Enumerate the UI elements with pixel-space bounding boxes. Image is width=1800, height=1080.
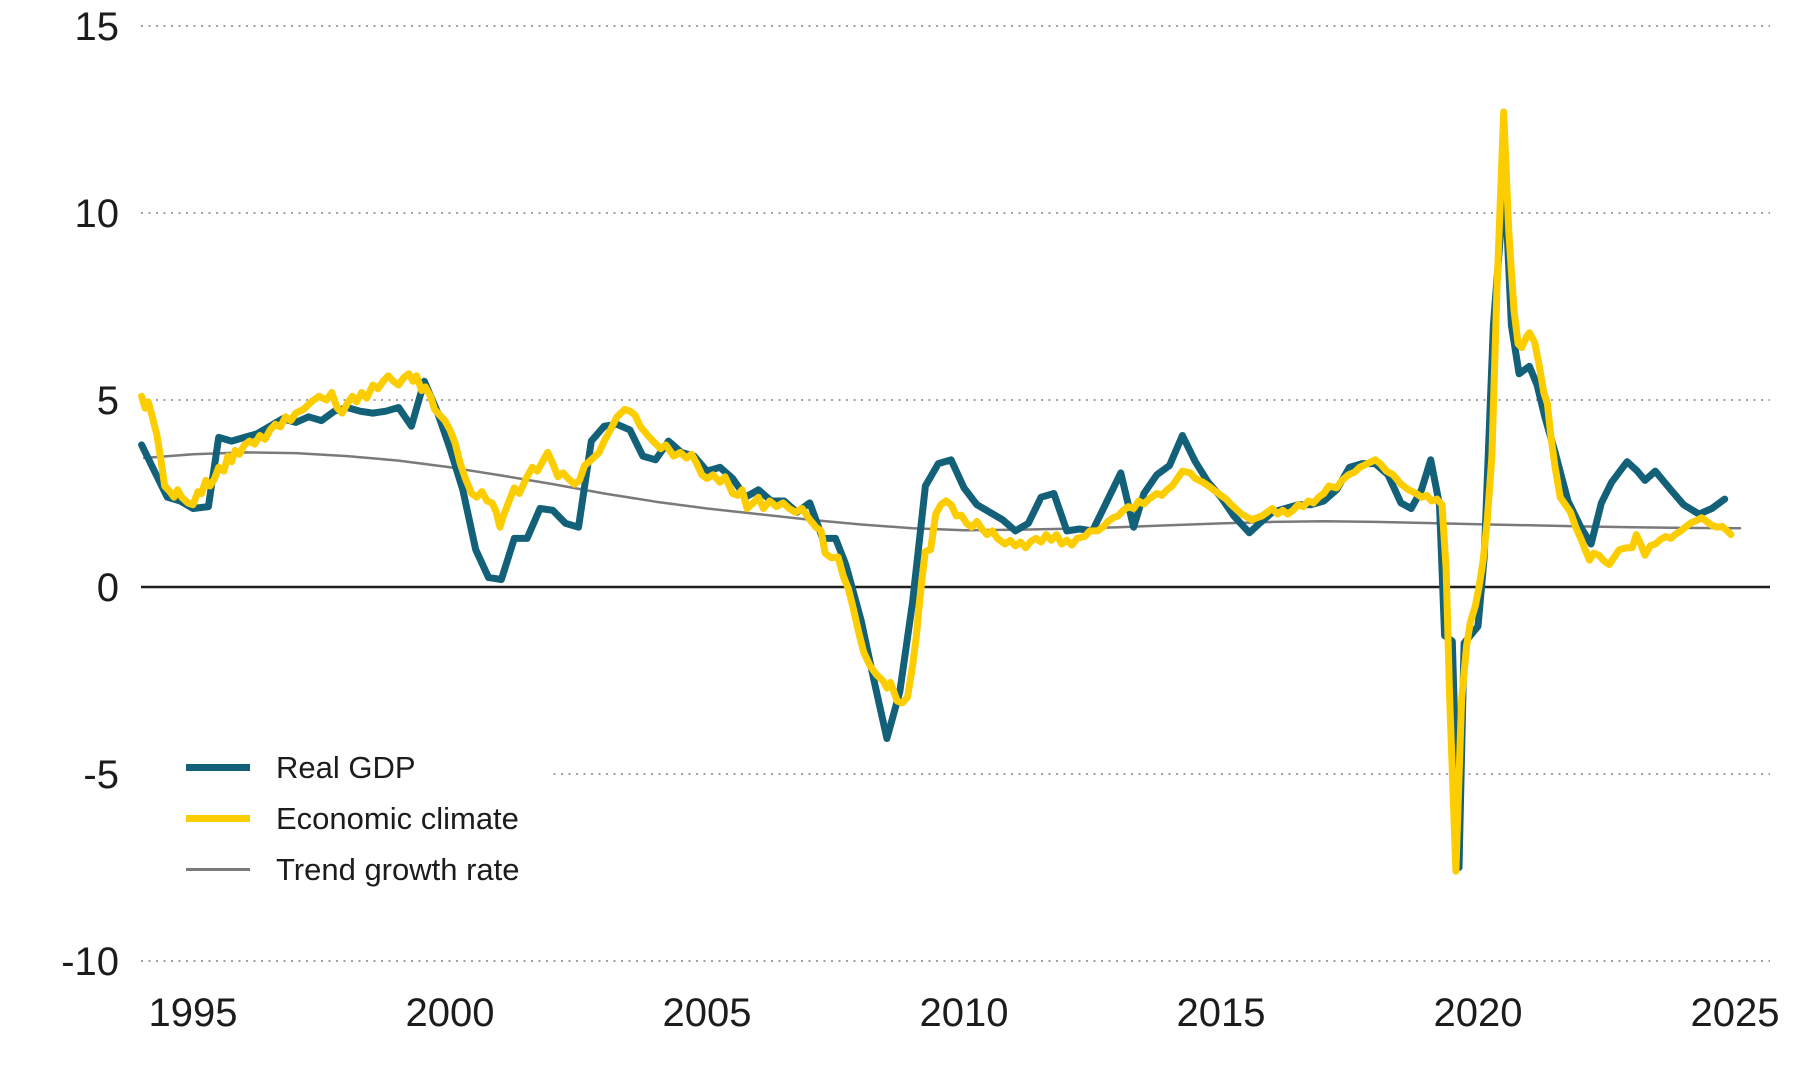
legend-item-real-gdp: Real GDP [186,742,520,793]
x-axis-tick-label: 2000 [406,991,495,1035]
economic-climate-line-swatch [186,815,250,822]
x-axis-tick-label: 2010 [920,991,1009,1035]
x-axis-tick-label: 2020 [1434,991,1523,1035]
legend-label-trend-growth-rate: Trend growth rate [276,851,520,887]
y-axis-tick-label: -10 [61,940,119,984]
legend-label-real-gdp: Real GDP [276,749,416,785]
series-line-trend-growth-rate [142,451,1742,532]
real-gdp-line-swatch [186,764,250,771]
y-axis-tick-label: 10 [75,192,120,236]
trend-growth-rate-line-swatch [186,868,250,871]
x-axis-tick-label: 2025 [1691,991,1780,1035]
legend-item-economic-climate: Economic climate [186,793,520,844]
legend-item-trend-growth-rate: Trend growth rate [186,844,520,895]
chart-legend: Real GDP Economic climate Trend growth r… [140,738,550,903]
y-axis-tick-label: 0 [97,566,119,610]
x-axis-tick-label: 2015 [1177,991,1266,1035]
y-axis-tick-label: 15 [75,5,120,49]
series-line-economic-climate [138,108,1735,875]
legend-label-economic-climate: Economic climate [276,800,519,836]
x-axis-tick-label: 2005 [663,991,752,1035]
x-axis-tick-label: 1995 [149,991,238,1035]
y-axis-tick-label: 5 [97,379,119,423]
y-axis-tick-label: -5 [83,753,119,797]
